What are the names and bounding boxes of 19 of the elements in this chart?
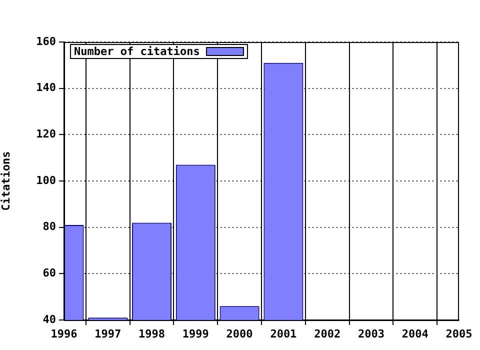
x-tick-label: 1999	[182, 327, 209, 340]
x-tick-label: 2000	[226, 327, 253, 340]
x-tick-label: 1997	[94, 327, 122, 340]
y-tick-label: 160	[36, 34, 56, 48]
x-tick-label: 2003	[358, 327, 384, 340]
legend-label: Number of citations	[74, 45, 200, 58]
y-tick-label: 120	[36, 128, 56, 141]
y-tick-label: 80	[42, 220, 56, 234]
y-tick-label: 140	[36, 81, 56, 94]
x-tick-label: 2002	[314, 327, 341, 340]
x-tick-label: 1998	[138, 327, 166, 340]
x-tick-label: 2001	[270, 327, 298, 340]
x-tick-label: 2004	[402, 327, 429, 340]
x-tick-label: 2005	[446, 327, 472, 340]
x-tick-label: 1996	[50, 327, 78, 340]
y-tick-label: 40	[42, 312, 56, 326]
y-tick-label: 100	[36, 174, 56, 187]
y-tick-label: 60	[42, 266, 56, 280]
y-axis-title: Citations	[0, 151, 12, 211]
